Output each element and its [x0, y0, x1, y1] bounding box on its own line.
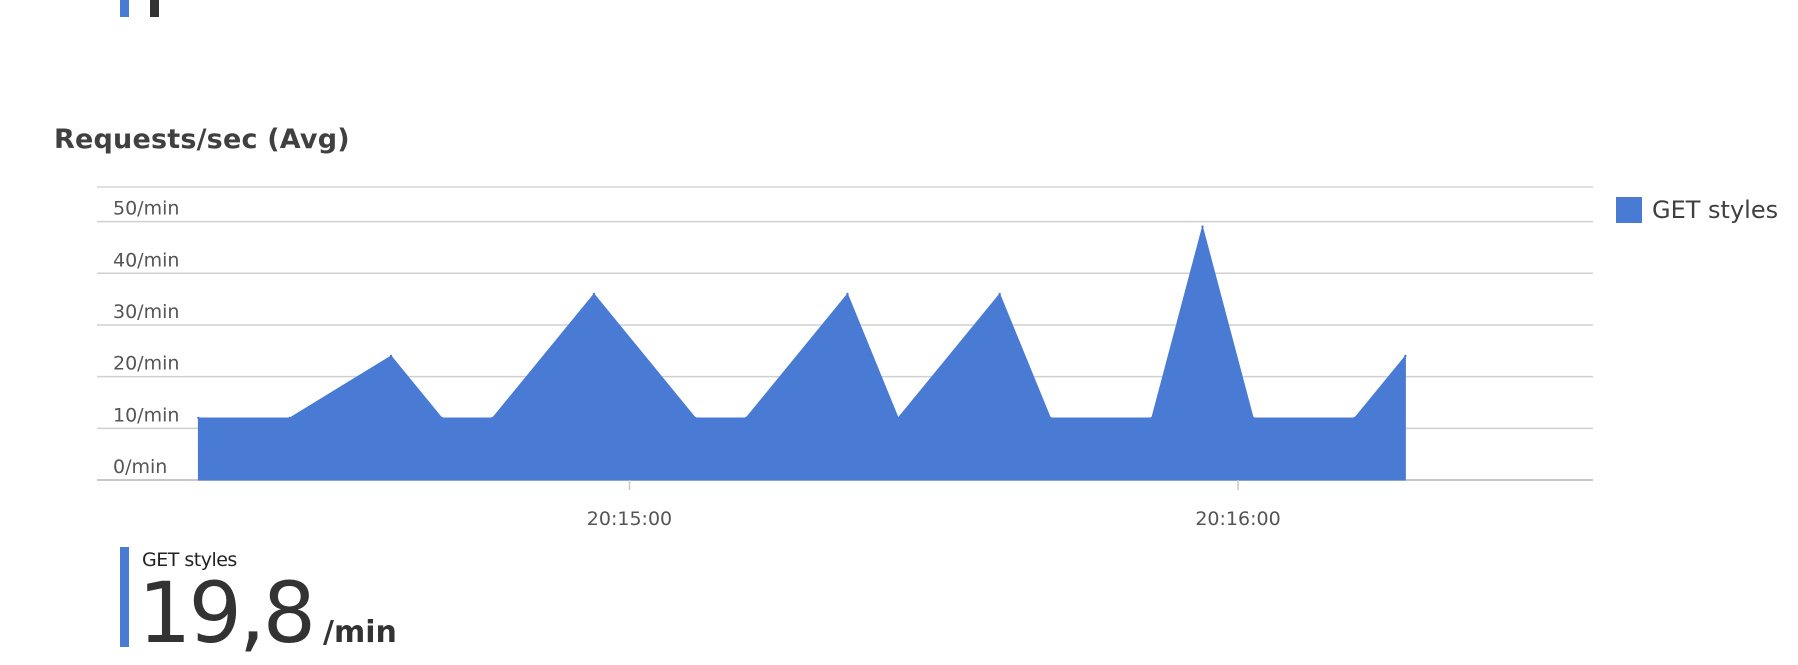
x-axis-ticks: 20:15:00 20:16:00 [587, 480, 1281, 530]
y-tick-label: 0/min [113, 456, 167, 478]
y-tick-label: 50/min [113, 198, 179, 220]
data-point [744, 416, 748, 420]
data-point [1404, 354, 1407, 358]
summary-accent-bar [120, 547, 129, 647]
y-tick-label: 40/min [113, 249, 179, 271]
y-tick-label: 20/min [113, 353, 179, 375]
summary-value: 19,8 [138, 564, 316, 662]
data-point [592, 292, 596, 296]
plot-area [197, 224, 1407, 481]
series-area-0 [197, 224, 1406, 481]
x-tick-label: 20:15:00 [587, 508, 672, 530]
data-point [389, 354, 393, 358]
chart-title: Requests/sec (Avg) [54, 124, 350, 155]
summary-value-row: 19,8/min [138, 571, 397, 655]
data-point [1049, 416, 1052, 420]
summary-unit: /min [323, 615, 397, 650]
data-point [288, 416, 291, 420]
data-point [694, 416, 697, 420]
data-point [491, 416, 494, 420]
data-point [197, 416, 200, 420]
legend-label: GET styles [1652, 196, 1779, 224]
previous-tile-accent-bar [120, 0, 129, 17]
y-axis-labels: 0/min 10/min 20/min 30/min 40/min 50/min [113, 198, 179, 478]
data-point [1353, 416, 1356, 420]
y-tick-label: 10/min [113, 404, 179, 426]
legend-swatch [1616, 197, 1642, 223]
previous-tile-value-fragment [150, 0, 159, 17]
summary-series-name: GET styles [142, 549, 237, 571]
data-point [998, 292, 1001, 296]
data-point [897, 416, 900, 420]
x-tick-label: 20:16:00 [1195, 508, 1280, 530]
data-point [1150, 416, 1154, 420]
y-tick-label: 30/min [113, 301, 179, 323]
data-point [440, 416, 443, 420]
data-point [1252, 416, 1255, 420]
data-point [846, 292, 849, 296]
data-point [1201, 225, 1204, 228]
legend[interactable]: GET styles [1616, 196, 1778, 224]
